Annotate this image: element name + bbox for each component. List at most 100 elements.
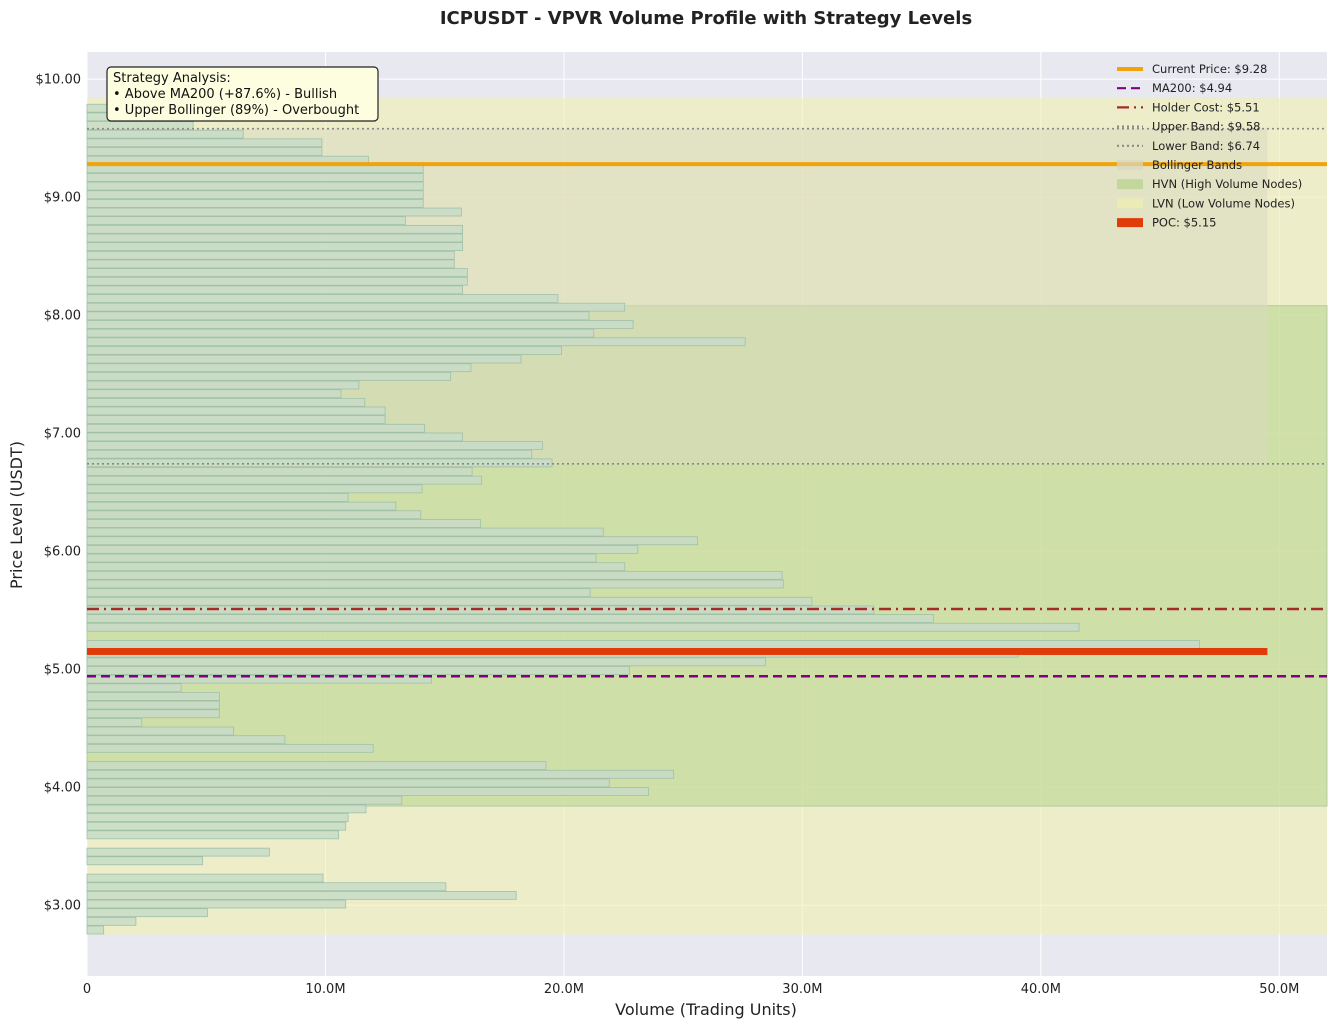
x-axis-ticks: 0 10.0M 20.0M 30.0M 40.0M 50.0M <box>83 982 1300 997</box>
volume-bar <box>86 449 533 459</box>
volume-bar <box>86 614 934 623</box>
y-axis-label: Price Level (USDT) <box>7 441 26 589</box>
volume-bar <box>86 328 595 338</box>
y-tick-label: $4.00 <box>44 781 81 796</box>
volume-bar <box>86 856 204 866</box>
legend-label: MA200: $4.94 <box>1152 81 1232 95</box>
legend-label: Current Price: $9.28 <box>1152 62 1267 76</box>
volume-bar <box>86 346 562 355</box>
x-axis-label: Volume (Trading Units) <box>615 1000 797 1019</box>
volume-bar <box>86 276 468 286</box>
volume-bar <box>86 320 634 329</box>
legend: Current Price: $9.28 MA200: $4.94 Holder C… <box>1117 62 1302 230</box>
volume-bar <box>86 501 397 511</box>
volume-bar <box>86 813 349 822</box>
volume-bar <box>86 553 597 563</box>
volume-bar <box>86 657 766 667</box>
y-tick-label: $6.00 <box>44 545 81 560</box>
volume-bar <box>86 173 424 182</box>
volume-bar <box>86 406 386 416</box>
volume-bar <box>86 821 347 831</box>
volume-bar <box>86 579 784 589</box>
volume-bar <box>86 415 386 425</box>
volume-bar <box>86 285 463 295</box>
legend-label: HVN (High Volume Nodes) <box>1152 177 1302 191</box>
volume-bar <box>86 830 339 840</box>
volume-bar <box>86 683 182 693</box>
volume-bar <box>86 908 208 918</box>
legend-label: Holder Cost: $5.51 <box>1152 100 1260 114</box>
annotation-line: • Upper Bollinger (89%) - Overbought <box>113 103 359 118</box>
volume-bar <box>86 795 403 805</box>
volume-bar <box>86 899 347 909</box>
annotation-line: Strategy Analysis: <box>113 71 231 86</box>
y-axis-ticks: $3.00 $4.00 $5.00 $6.00 $7.00 $8.00 $9.00 $10.0… <box>36 73 82 914</box>
volume-bar <box>86 207 462 217</box>
legend-label: Bollinger Bands <box>1152 158 1242 172</box>
volume-bar <box>86 199 424 208</box>
volume-bar <box>86 432 463 442</box>
volume-bar <box>86 138 323 148</box>
y-tick-label: $10.00 <box>36 73 82 88</box>
volume-bar <box>86 847 270 857</box>
volume-bar <box>86 544 639 554</box>
volume-bar <box>86 147 323 156</box>
volume-bar <box>86 467 473 476</box>
volume-bar <box>86 389 342 399</box>
volume-bar <box>86 363 472 373</box>
volume-bar <box>86 216 406 226</box>
legend-swatch <box>1117 198 1143 209</box>
volume-bar <box>86 640 1200 649</box>
volume-bar <box>86 224 463 234</box>
volume-bar <box>86 268 468 277</box>
volume-bar <box>86 181 424 191</box>
legend-swatch <box>1117 179 1143 190</box>
volume-bar <box>86 337 746 347</box>
volume-bar <box>86 536 698 546</box>
volume-bar <box>86 562 626 572</box>
volume-bar <box>86 484 423 494</box>
strategy-annotation: Strategy Analysis:• Above MA200 (+87.6%)… <box>106 66 379 122</box>
volume-bar <box>86 129 244 139</box>
volume-bar <box>86 519 481 528</box>
volume-bar <box>86 769 675 779</box>
legend-swatch <box>1117 160 1143 170</box>
volume-bar <box>86 804 367 814</box>
volume-bar <box>86 294 559 303</box>
x-tick-label: 20.0M <box>544 982 584 997</box>
x-tick-label: 0 <box>83 982 91 997</box>
volume-bar <box>86 380 360 390</box>
volume-bar <box>86 259 455 269</box>
volume-bar <box>86 916 137 926</box>
volume-bar <box>86 596 813 606</box>
volume-bar <box>86 354 522 364</box>
volume-bar <box>86 666 630 675</box>
volume-bar <box>86 250 455 260</box>
y-tick-label: $7.00 <box>44 427 81 442</box>
volume-bar <box>86 787 649 796</box>
volume-bar <box>86 622 1080 632</box>
x-tick-label: 40.0M <box>1021 982 1061 997</box>
volume-bar <box>86 692 220 701</box>
legend-swatch <box>1117 218 1143 228</box>
volume-bar <box>86 570 783 580</box>
x-tick-label: 50.0M <box>1259 982 1299 997</box>
volume-bar <box>86 441 543 450</box>
volume-bar <box>86 717 143 727</box>
volume-bar <box>86 735 286 745</box>
volume-bar <box>86 372 452 381</box>
volume-bar <box>86 726 235 736</box>
volume-bar <box>86 890 517 900</box>
y-tick-label: $5.00 <box>44 663 81 678</box>
poc-bar <box>87 647 1268 655</box>
y-tick-label: $9.00 <box>44 191 81 206</box>
volume-bar <box>86 925 105 935</box>
volume-bar <box>86 423 425 433</box>
volume-bar <box>86 510 422 520</box>
volume-bar <box>86 588 591 598</box>
volume-bar <box>86 873 324 883</box>
volume-bar <box>86 493 349 502</box>
volume-bar <box>86 190 424 200</box>
volume-bar <box>86 709 220 719</box>
